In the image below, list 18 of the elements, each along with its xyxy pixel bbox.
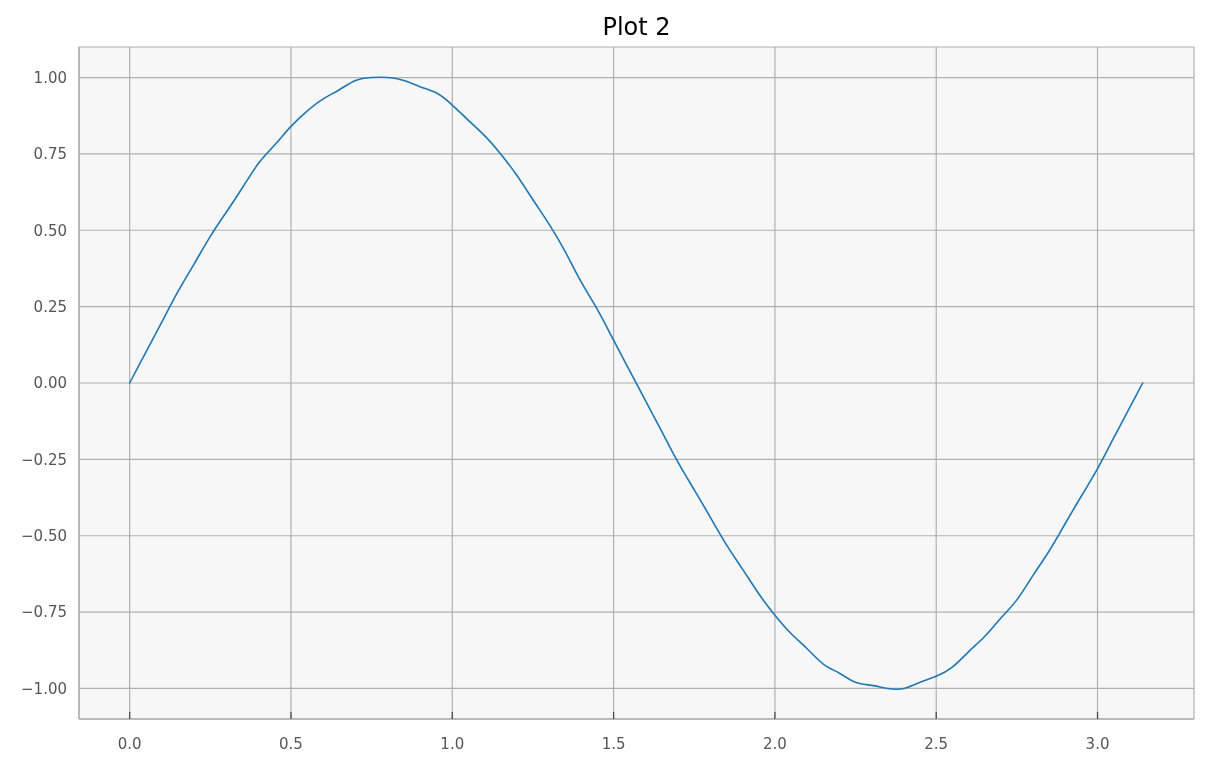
y-tick-label: −0.50 <box>21 526 67 545</box>
x-tick-label: 1.5 <box>601 735 626 753</box>
x-tick-label: 2.0 <box>762 735 787 753</box>
y-tick-label: −0.25 <box>21 450 67 469</box>
line-series <box>128 76 1144 690</box>
x-tick-label: 2.5 <box>924 735 949 753</box>
y-tick-label: 0.75 <box>33 145 67 164</box>
x-tick-label: 1.0 <box>440 735 465 753</box>
y-tick-label: 0.00 <box>33 374 67 393</box>
y-tick-label: 1.00 <box>33 68 67 87</box>
y-tick-label: −1.00 <box>21 679 67 698</box>
x-tick-label: 0.0 <box>117 735 142 753</box>
y-tick-label: 0.25 <box>33 297 67 316</box>
y-tick-label: −0.75 <box>21 603 67 622</box>
chart-title: Plot 2 <box>601 12 672 42</box>
y-tick-label: 0.50 <box>33 221 67 240</box>
x-tick-label: 3.0 <box>1085 735 1110 753</box>
x-tick-label: 0.5 <box>279 735 303 753</box>
